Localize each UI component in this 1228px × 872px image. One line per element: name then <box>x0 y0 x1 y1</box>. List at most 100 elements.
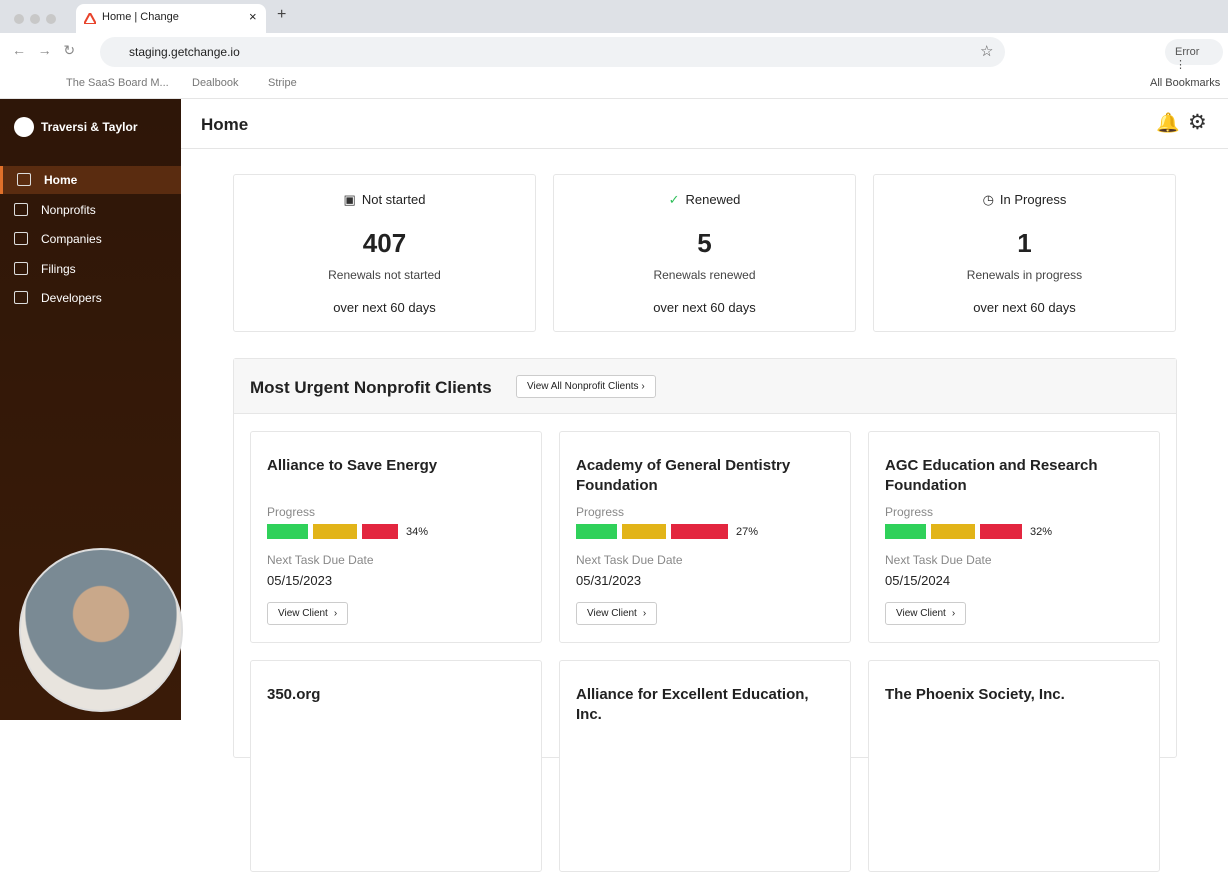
stat-period: over next 60 days <box>333 300 436 315</box>
stat-card: ◷ In Progress 1 Renewals in progress over ne… <box>873 174 1176 332</box>
nav-label: Nonprofits <box>41 202 96 217</box>
stat-card: ✓ Renewed 5 Renewals renewed over next 60 da… <box>553 174 856 332</box>
clients-panel: Most Urgent Nonprofit Clients View All N… <box>233 358 1177 872</box>
progress-segment <box>267 524 308 539</box>
main: Home 🔔 ⚙ ▣ Not started 407 Renewals not sta… <box>19 99 1228 872</box>
progress-segment <box>885 524 926 539</box>
stat-label: In Progress <box>999 192 1067 207</box>
all-bookmarks[interactable]: All Bookmarks <box>1150 77 1221 89</box>
due-label: Next Task Due Date <box>576 553 683 567</box>
tab-title: Home | Change <box>102 11 179 23</box>
progress-bar: 32% <box>885 524 1052 539</box>
profile-status[interactable]: Error ⋮ <box>1165 39 1223 71</box>
progress-segment <box>576 524 617 539</box>
tab[interactable]: Home | Change × <box>76 4 266 33</box>
button-label: View Client <box>587 608 637 619</box>
progress-label: Progress <box>885 505 934 519</box>
stat-header: ▣ Not started <box>234 192 535 208</box>
stat-icon: ◷ <box>982 192 994 207</box>
client-card[interactable]: Alliance for Excellent Education, Inc. <box>559 660 851 872</box>
nav-icon <box>14 202 28 216</box>
client-name: 350.org <box>267 686 321 703</box>
due-label: Next Task Due Date <box>267 553 374 567</box>
button-label: View Client <box>278 608 328 619</box>
nav-icon <box>14 232 28 245</box>
window-controls <box>14 11 64 24</box>
progress-bar: 27% <box>576 524 758 539</box>
bookmarks-bar: The SaaS Board M... Dealbook Stripe All … <box>0 71 1228 99</box>
nav-item[interactable]: Developers <box>0 284 181 312</box>
nav-label: Developers <box>41 291 102 305</box>
stat-caption: Renewals renewed <box>653 268 756 282</box>
stat-caption: Renewals in progress <box>966 268 1083 282</box>
progress-value: 34% <box>406 525 429 538</box>
view-client-button[interactable]: View Client › <box>885 602 967 625</box>
stat-value: 5 <box>697 228 712 258</box>
client-card[interactable]: Alliance to Save Energy Progress 34% Next T… <box>250 431 542 643</box>
divider <box>181 148 1228 149</box>
nav-item[interactable]: Filings <box>0 255 181 283</box>
settings[interactable]: ⚙ <box>1188 111 1207 134</box>
nav-label: Home <box>44 173 78 187</box>
client-card[interactable]: 350.org <box>250 660 542 872</box>
bookmark[interactable]: The SaaS Board M... <box>66 77 169 89</box>
stat-caption: Renewals not started <box>328 268 441 282</box>
bookmark-star[interactable]: ☆ <box>980 43 994 60</box>
client-card[interactable]: Academy of General Dentistry Foundation P… <box>559 431 851 643</box>
button-label: View All Nonprofit Clients <box>527 381 639 392</box>
client-card[interactable]: The Phoenix Society, Inc. <box>868 660 1160 872</box>
due-date: 05/31/2023 <box>576 573 642 588</box>
client-name: Academy of General Dentistry Foundation <box>576 457 791 494</box>
view-client-button[interactable]: View Client › <box>267 602 349 625</box>
nav-item[interactable]: Companies <box>0 225 181 253</box>
url-field[interactable]: staging.getchange.io ☆ <box>100 37 1005 67</box>
status-text: Error <box>1175 46 1200 58</box>
stat-label: Not started <box>361 192 426 207</box>
nav-item[interactable]: Home <box>0 166 181 194</box>
progress-value: 27% <box>736 525 759 538</box>
stat-card: ▣ Not started 407 Renewals not started over … <box>233 174 536 332</box>
client-name: AGC Education and Research Foundation <box>885 457 1098 494</box>
nav-icon <box>17 173 31 186</box>
progress-bar: 34% <box>267 524 428 539</box>
nav-icon <box>14 261 28 275</box>
webcam-overlay <box>19 548 183 712</box>
address-bar: ← → ↻ staging.getchange.io ☆ Error ⋮ <box>0 33 1228 71</box>
client-name: Alliance to Save Energy <box>267 457 438 474</box>
new-tab[interactable]: + <box>277 6 287 23</box>
bookmark[interactable]: Dealbook <box>192 77 239 89</box>
progress-segment <box>980 524 1022 539</box>
due-date: 05/15/2023 <box>267 573 333 588</box>
button-label: View Client <box>896 608 946 619</box>
chevron: › <box>951 608 956 619</box>
stat-header: ✓ Renewed <box>554 192 855 208</box>
nav-icon <box>14 291 28 304</box>
stat-icon: ✓ <box>668 192 680 207</box>
org-logo <box>14 117 34 137</box>
nav-label: Companies <box>41 232 102 246</box>
view-all-button[interactable]: View All Nonprofit Clients › <box>516 375 656 398</box>
url: staging.getchange.io <box>129 45 240 59</box>
progress-segment <box>362 524 398 539</box>
client-card[interactable]: AGC Education and Research Foundation Pro… <box>868 431 1160 643</box>
stat-value: 1 <box>1017 228 1032 258</box>
notifications[interactable]: 🔔 <box>1156 113 1180 134</box>
nav-buttons[interactable]: ← → ↻ <box>12 42 76 58</box>
tab-close[interactable]: × <box>249 9 257 24</box>
due-label: Next Task Due Date <box>885 553 992 567</box>
stat-value: 407 <box>362 228 407 258</box>
progress-segment <box>931 524 975 539</box>
stat-period: over next 60 days <box>973 300 1076 315</box>
progress-segment <box>671 524 728 539</box>
due-date: 05/15/2024 <box>885 573 951 588</box>
panel-title: Most Urgent Nonprofit Clients <box>250 378 492 397</box>
stat-period: over next 60 days <box>653 300 756 315</box>
bookmark[interactable]: Stripe <box>268 77 297 89</box>
stat-header: ◷ In Progress <box>874 192 1175 208</box>
nav-item[interactable]: Nonprofits <box>0 196 181 224</box>
org-name: Traversi & Taylor <box>41 120 138 134</box>
progress-segment <box>313 524 357 539</box>
view-client-button[interactable]: View Client › <box>576 602 658 625</box>
